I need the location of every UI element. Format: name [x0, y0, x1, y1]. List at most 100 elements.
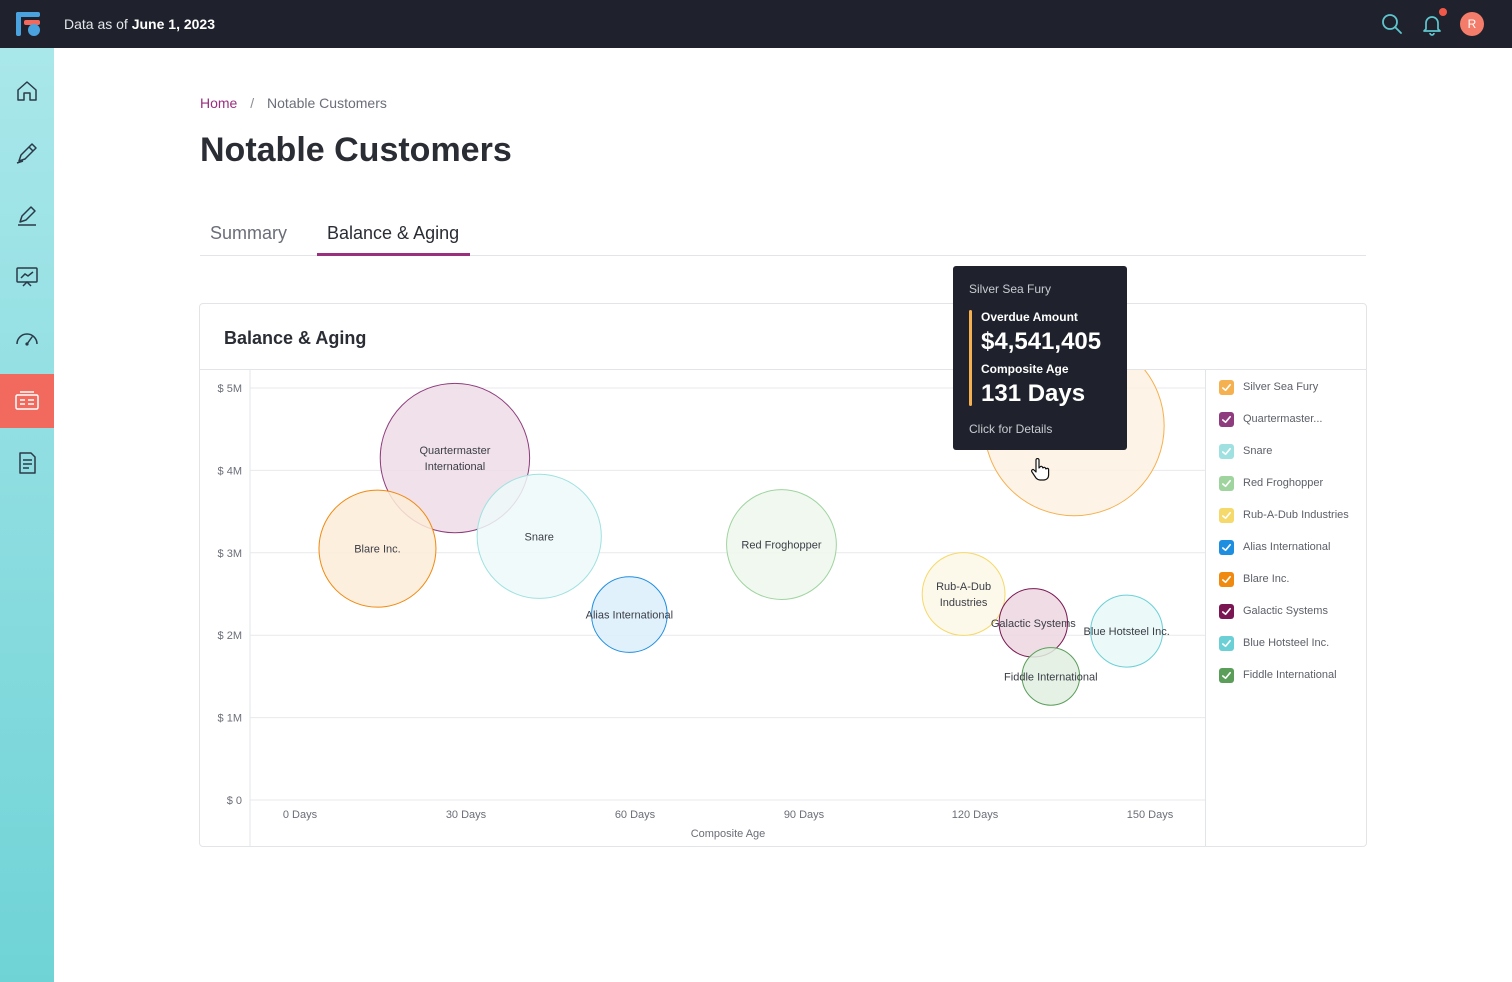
sidebar-item-reports[interactable]: [0, 436, 54, 490]
tab-summary[interactable]: Summary: [210, 223, 288, 243]
bubble-fiddle-international[interactable]: [1021, 647, 1081, 706]
sidebar-item-customers[interactable]: [0, 374, 54, 428]
x-tick-label: 30 Days: [446, 809, 487, 821]
legend-item[interactable]: Quartermaster...: [1219, 411, 1322, 427]
home-icon: [17, 81, 37, 101]
legend-item[interactable]: Rub-A-Dub Industries: [1219, 507, 1349, 523]
x-tick-label: 150 Days: [1127, 809, 1174, 821]
breadcrumb-current: Notable Customers: [267, 95, 387, 111]
legend-item[interactable]: Silver Sea Fury: [1219, 379, 1318, 395]
x-tick-label: 120 Days: [952, 809, 999, 821]
sidebar-item-write[interactable]: [0, 126, 54, 180]
chart-legend: Silver Sea Fury Quartermaster... Snare Red …: [1205, 370, 1366, 846]
y-tick-label: $ 3M: [218, 548, 242, 560]
top-bar: Data as of June 1, 2023 R: [0, 0, 1512, 48]
sidebar-item-presentation[interactable]: [0, 250, 54, 304]
bubble-red-froghopper[interactable]: [726, 489, 837, 600]
checkbox-checked-icon[interactable]: [1219, 667, 1234, 683]
card-title: Balance & Aging: [224, 328, 367, 348]
as-of-prefix: Data as of: [64, 16, 128, 32]
tooltip-customer-name: Silver Sea Fury: [969, 282, 1052, 296]
legend-label: Silver Sea Fury: [1243, 381, 1319, 393]
tab-bar: Summary Balance & Aging: [200, 215, 1366, 256]
legend-item[interactable]: Fiddle International: [1219, 667, 1337, 683]
gauge-icon: [16, 333, 38, 346]
bubble-alias-international[interactable]: [591, 576, 668, 653]
x-tick-label: 0 Days: [283, 809, 318, 821]
checkbox-checked-icon[interactable]: [1219, 475, 1234, 491]
tooltip-age-label: Composite Age: [981, 362, 1069, 376]
chart-tooltip[interactable]: Silver Sea Fury Overdue Amount $4,541,40…: [953, 266, 1127, 450]
x-tick-label: 90 Days: [784, 809, 825, 821]
y-tick-label: $ 0: [227, 795, 242, 807]
data-as-of: Data as of June 1, 2023: [64, 16, 215, 32]
legend-label: Snare: [1243, 445, 1273, 457]
notification-dot: [1439, 8, 1447, 16]
avatar[interactable]: R: [1460, 12, 1484, 36]
bubble-group: Quartermaster International Snare Red Frogh…: [318, 370, 1170, 706]
sidebar-item-dashboard[interactable]: [0, 312, 54, 366]
checkbox-checked-icon[interactable]: [1219, 443, 1234, 459]
sidebar-item-edit[interactable]: [0, 188, 54, 242]
tooltip-age-value: 131 Days: [981, 380, 1086, 407]
legend-label: Alias International: [1243, 541, 1331, 553]
legend-item[interactable]: Galactic Systems: [1219, 603, 1328, 619]
edit-icon: [18, 206, 36, 226]
tab-balance-aging[interactable]: Balance & Aging: [327, 223, 460, 243]
bubble-label: Rub-A-Dub Industries: [936, 581, 991, 609]
breadcrumb-home-link[interactable]: Home: [200, 95, 238, 111]
legend-label: Red Froghopper: [1243, 477, 1324, 489]
customers-card-icon: [15, 391, 39, 410]
bubble-chart: $ 0 $ 1M $ 2M $ 3M $ 4M $ 5M 0 Days 30 Days 60 D…: [218, 370, 1205, 846]
legend-label: Blare Inc.: [1243, 573, 1290, 585]
report-icon: [19, 452, 36, 474]
bubble-blue-hotsteel-inc-[interactable]: [1090, 594, 1164, 668]
bubble-rub-a-dub-industries[interactable]: [921, 552, 1006, 636]
y-tick-label: $ 5M: [218, 383, 242, 395]
bubble-blare-inc-[interactable]: [318, 489, 437, 608]
bubble-snare[interactable]: [476, 473, 602, 599]
breadcrumb: Home / Notable Customers: [200, 95, 387, 111]
x-axis-title: Composite Age: [691, 828, 766, 840]
checkbox-checked-icon[interactable]: [1219, 603, 1234, 619]
legend-item[interactable]: Red Froghopper: [1219, 475, 1323, 491]
card-header: Balance & Aging: [200, 304, 1366, 370]
checkbox-checked-icon[interactable]: [1219, 507, 1234, 523]
y-tick-label: $ 1M: [218, 713, 242, 725]
legend-label: Fiddle International: [1243, 669, 1337, 681]
tooltip-accent-bar: [969, 310, 972, 406]
pen-icon: [16, 143, 37, 164]
app-logo-icon[interactable]: [15, 11, 41, 37]
legend-item[interactable]: Blare Inc.: [1219, 571, 1289, 587]
breadcrumb-separator: /: [250, 95, 255, 111]
bubble-label: Snare: [525, 531, 554, 543]
checkbox-checked-icon[interactable]: [1219, 379, 1234, 395]
bubble-label: Quartermaster International: [419, 445, 490, 473]
bubble-label: Fiddle International: [1004, 671, 1098, 683]
bubble-label: Galactic Systems: [991, 618, 1076, 630]
tooltip-details-link[interactable]: Click for Details: [969, 422, 1053, 436]
legend-item[interactable]: Snare: [1219, 443, 1272, 459]
checkbox-checked-icon[interactable]: [1219, 539, 1234, 555]
legend-item[interactable]: Blue Hotsteel Inc.: [1219, 635, 1329, 651]
checkbox-checked-icon[interactable]: [1219, 635, 1234, 651]
tooltip-overdue-value: $4,541,405: [981, 328, 1102, 355]
as-of-date: June 1, 2023: [131, 16, 215, 32]
sidebar-item-home[interactable]: [0, 64, 54, 118]
pointer-cursor-icon: [1031, 458, 1050, 481]
sidebar: [0, 48, 54, 982]
legend-label: Galactic Systems: [1243, 605, 1328, 617]
legend-label: Quartermaster...: [1243, 413, 1323, 425]
tooltip-overdue-label: Overdue Amount: [981, 310, 1078, 324]
bubble-label: Red Froghopper: [741, 540, 821, 552]
checkbox-checked-icon[interactable]: [1219, 571, 1234, 587]
bell-icon[interactable]: [1420, 12, 1444, 36]
bubble-label: Blare Inc.: [354, 544, 400, 556]
page-title: Notable Customers: [200, 131, 512, 169]
search-icon[interactable]: [1380, 12, 1404, 36]
legend-label: Rub-A-Dub Industries: [1243, 509, 1349, 521]
checkbox-checked-icon[interactable]: [1219, 411, 1234, 427]
legend-label: Blue Hotsteel Inc.: [1243, 637, 1330, 649]
y-tick-label: $ 2M: [218, 630, 242, 642]
legend-item[interactable]: Alias International: [1219, 539, 1330, 555]
